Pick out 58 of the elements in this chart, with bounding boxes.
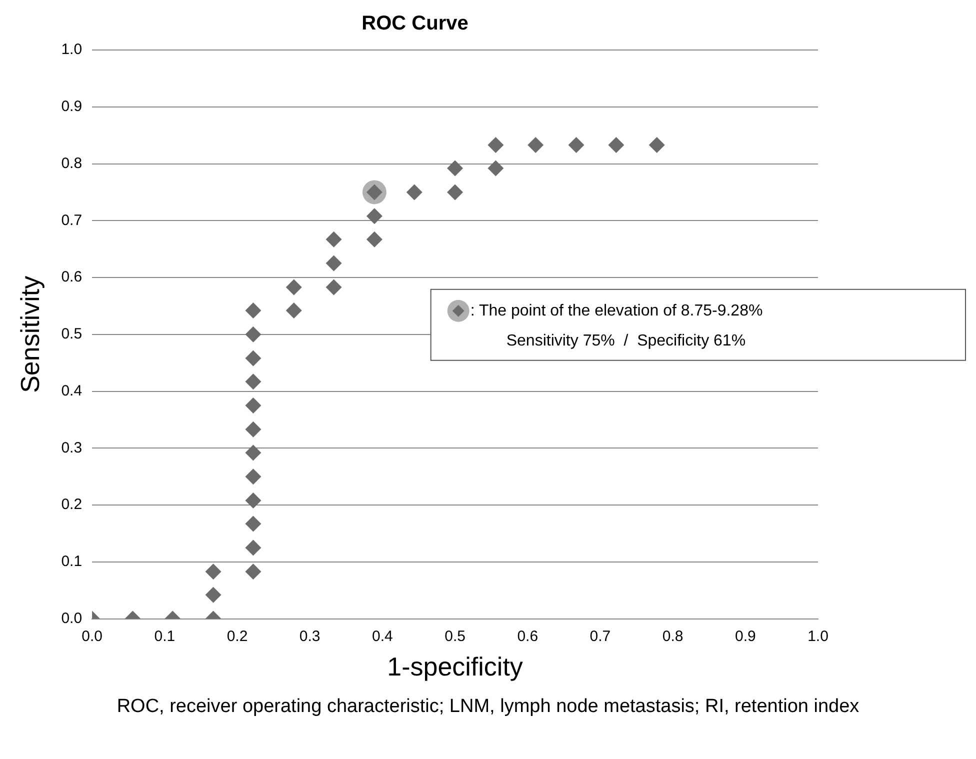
point xyxy=(488,136,504,153)
y-tick-label: 0.7 xyxy=(61,212,82,229)
point xyxy=(286,302,302,319)
annotation: Sensitivity 75% / Specificity 61% xyxy=(506,332,746,350)
x-tick-label: 0.7 xyxy=(590,628,611,645)
y-tick-label: 1.0 xyxy=(61,41,82,58)
y-tick-label: 0.0 xyxy=(61,610,82,627)
point xyxy=(245,350,262,366)
x-tick-label: 0.1 xyxy=(154,628,176,645)
text: ROC, receiver operating characteristic; LNM, lymph node metastasis; RI, retention index xyxy=(116,696,860,718)
y-tick-label: 0.8 xyxy=(61,154,82,172)
point xyxy=(245,516,262,532)
y-tick-label: 0.1 xyxy=(61,553,82,570)
legend-label: : The point of the elevation of 8.75-9.28% xyxy=(470,302,763,320)
x-tick-label: 0.3 xyxy=(299,628,320,645)
point xyxy=(326,231,342,248)
point xyxy=(245,564,262,580)
y-tick-label: 0.2 xyxy=(61,496,82,514)
point xyxy=(205,586,222,603)
x-tick-label: 0.2 xyxy=(226,628,248,645)
x-tick-label: 0.4 xyxy=(372,628,393,645)
point xyxy=(245,444,262,461)
x-axis-title: 1-specificity xyxy=(387,652,523,682)
x-tick-label: 0.8 xyxy=(662,628,684,645)
point xyxy=(245,468,262,485)
x-tick-label: 1.0 xyxy=(808,628,828,645)
point xyxy=(528,136,544,153)
point xyxy=(648,136,665,153)
point xyxy=(245,421,262,438)
point xyxy=(488,160,504,176)
chart-title: ROC Curve xyxy=(362,12,468,35)
y-tick-label: 0.9 xyxy=(61,98,82,116)
x-tick-label: 0.9 xyxy=(734,628,756,645)
point xyxy=(245,302,262,319)
point xyxy=(366,231,382,248)
x-tick-label: 0.5 xyxy=(444,628,466,645)
y-tick-label: 0.3 xyxy=(61,439,82,456)
point xyxy=(245,492,262,508)
point xyxy=(245,326,262,342)
point xyxy=(326,279,342,296)
point xyxy=(286,279,302,296)
x-tick-label: 0.0 xyxy=(82,628,102,645)
y-tick-label: 0.5 xyxy=(61,326,82,343)
point xyxy=(608,136,624,153)
y-tick-label: 0.4 xyxy=(61,382,82,400)
point xyxy=(447,184,464,200)
point xyxy=(406,184,422,200)
point xyxy=(245,374,262,390)
y-axis-title: Sensitivity xyxy=(14,276,45,393)
point xyxy=(245,398,262,414)
x-tick-label: 0.6 xyxy=(517,628,538,645)
point xyxy=(447,160,464,176)
y-tick-label: 0.6 xyxy=(61,268,82,286)
point xyxy=(205,564,222,580)
point xyxy=(326,255,342,272)
point xyxy=(568,136,584,153)
point xyxy=(366,208,382,224)
point xyxy=(245,540,262,556)
